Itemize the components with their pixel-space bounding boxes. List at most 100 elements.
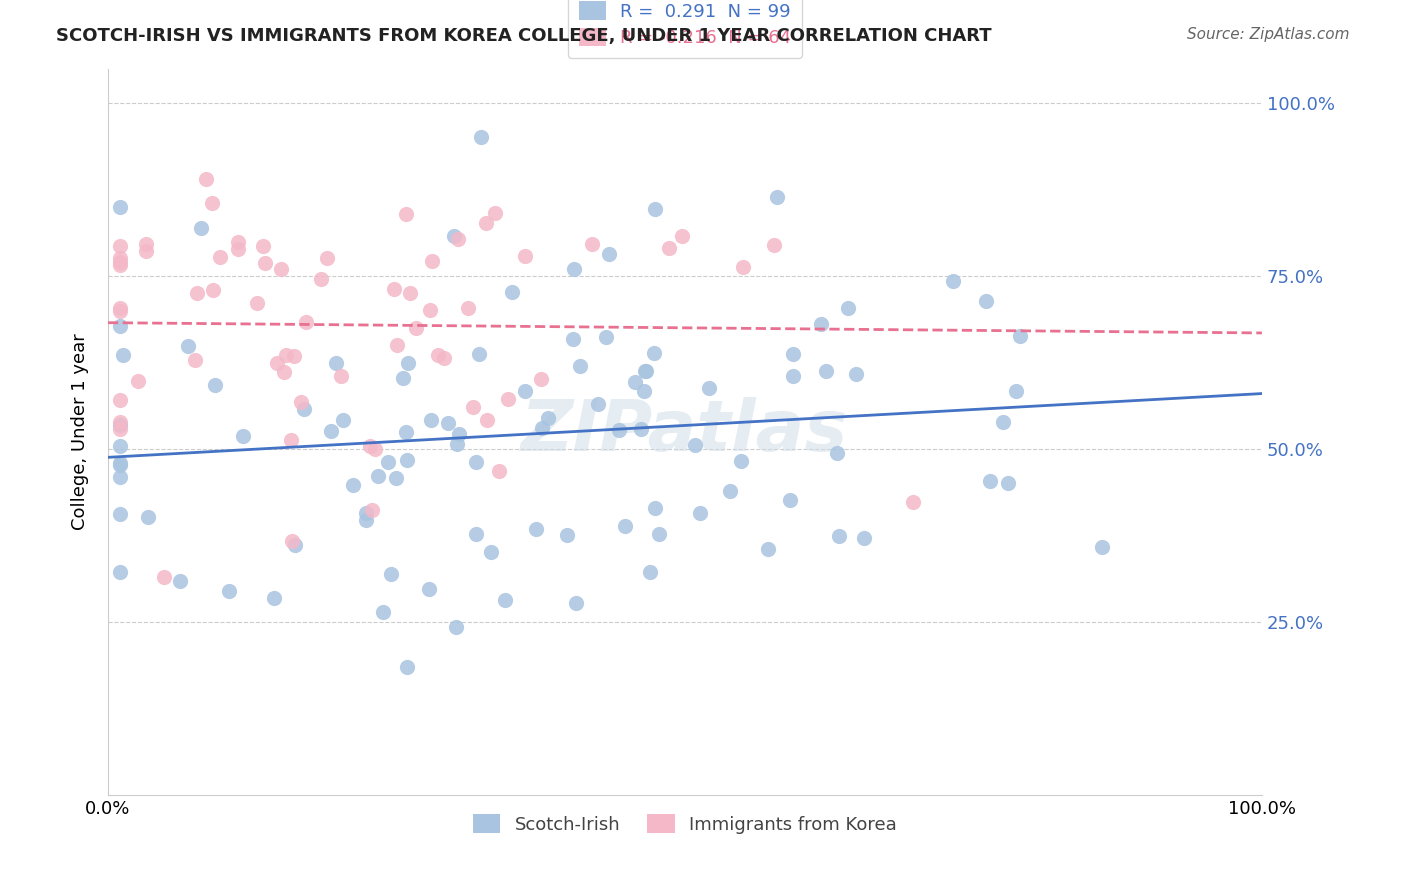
Point [254, 255, 277, 269]
Point [644, 500, 666, 515]
Point [201, 283, 224, 297]
Point [477, 413, 499, 427]
Point [475, 216, 498, 230]
Point [108, 416, 131, 430]
Point [598, 246, 620, 260]
Point [974, 293, 997, 308]
Point [731, 260, 754, 274]
Point [763, 237, 786, 252]
Point [108, 200, 131, 214]
Point [901, 495, 924, 509]
Point [470, 129, 492, 144]
Point [190, 221, 212, 235]
Point [359, 439, 381, 453]
Point [479, 544, 502, 558]
Point [484, 205, 506, 219]
Point [765, 190, 787, 204]
Point [446, 437, 468, 451]
Point [633, 384, 655, 398]
Text: SCOTCH-IRISH VS IMMIGRANTS FROM KOREA COLLEGE, UNDER 1 YEAR CORRELATION CHART: SCOTCH-IRISH VS IMMIGRANTS FROM KOREA CO… [56, 27, 991, 45]
Point [564, 596, 586, 610]
Point [447, 427, 470, 442]
Point [496, 392, 519, 406]
Point [108, 421, 131, 435]
Point [319, 424, 342, 438]
Point [284, 538, 307, 552]
Point [108, 239, 131, 253]
Point [501, 285, 523, 300]
Point [530, 372, 553, 386]
Point [108, 301, 131, 316]
Point [108, 418, 131, 433]
Point [382, 282, 405, 296]
Point [108, 255, 131, 269]
Point [420, 413, 443, 427]
Y-axis label: College, Under 1 year: College, Under 1 year [72, 334, 89, 531]
Point [373, 605, 395, 619]
Point [226, 235, 249, 250]
Point [396, 452, 419, 467]
Point [363, 442, 385, 457]
Point [385, 471, 408, 485]
Point [979, 475, 1001, 489]
Point [586, 397, 609, 411]
Point [377, 455, 399, 469]
Point [524, 521, 547, 535]
Point [108, 439, 131, 453]
Point [643, 345, 665, 359]
Point [354, 506, 377, 520]
Point [399, 285, 422, 300]
Point [531, 421, 554, 435]
Legend: Scotch-Irish, Immigrants from Korea: Scotch-Irish, Immigrants from Korea [463, 804, 907, 845]
Point [184, 352, 207, 367]
Point [111, 348, 134, 362]
Point [671, 229, 693, 244]
Point [186, 285, 208, 300]
Point [1010, 329, 1032, 343]
Point [689, 506, 711, 520]
Point [630, 421, 652, 435]
Point [108, 507, 131, 521]
Point [309, 272, 332, 286]
Point [295, 316, 318, 330]
Point [814, 363, 837, 377]
Point [273, 365, 295, 379]
Point [461, 400, 484, 414]
Point [396, 356, 419, 370]
Point [825, 445, 848, 459]
Point [427, 348, 450, 362]
Point [367, 469, 389, 483]
Point [537, 411, 560, 425]
Point [395, 660, 418, 674]
Point [465, 526, 488, 541]
Point [135, 236, 157, 251]
Point [246, 296, 269, 310]
Point [108, 470, 131, 484]
Point [108, 251, 131, 265]
Point [756, 541, 779, 556]
Point [513, 384, 536, 399]
Point [607, 423, 630, 437]
Point [281, 533, 304, 548]
Point [232, 429, 254, 443]
Point [418, 582, 440, 596]
Point [169, 574, 191, 588]
Text: Source: ZipAtlas.com: Source: ZipAtlas.com [1187, 27, 1350, 42]
Point [447, 232, 470, 246]
Point [779, 493, 801, 508]
Point [494, 592, 516, 607]
Point [852, 532, 875, 546]
Point [266, 356, 288, 370]
Point [433, 351, 456, 366]
Point [488, 464, 510, 478]
Point [644, 202, 666, 217]
Point [108, 566, 131, 580]
Point [419, 303, 441, 318]
Point [420, 254, 443, 268]
Point [135, 244, 157, 259]
Point [697, 381, 720, 395]
Point [782, 347, 804, 361]
Point [1091, 540, 1114, 554]
Point [718, 483, 741, 498]
Point [810, 317, 832, 331]
